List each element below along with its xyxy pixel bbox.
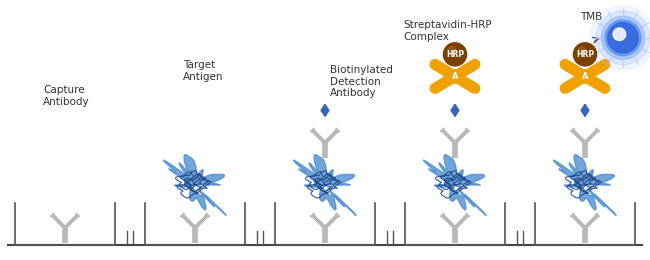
Circle shape <box>448 70 461 83</box>
Circle shape <box>573 43 597 66</box>
Circle shape <box>605 20 641 56</box>
Text: Streptavidin-HRP
Complex: Streptavidin-HRP Complex <box>403 20 491 42</box>
Polygon shape <box>293 155 356 215</box>
Polygon shape <box>163 155 226 215</box>
Polygon shape <box>451 105 459 116</box>
Circle shape <box>448 47 456 55</box>
Circle shape <box>596 11 650 65</box>
Polygon shape <box>581 105 589 116</box>
Circle shape <box>578 47 586 55</box>
Text: A: A <box>452 72 458 81</box>
Circle shape <box>591 5 650 70</box>
Circle shape <box>608 23 638 53</box>
Circle shape <box>578 70 592 83</box>
Text: Target
Antigen: Target Antigen <box>183 60 224 82</box>
Text: Capture
Antibody: Capture Antibody <box>43 85 90 107</box>
Polygon shape <box>321 105 329 116</box>
Circle shape <box>601 16 645 59</box>
Circle shape <box>443 43 467 66</box>
Text: Biotinylated
Detection
Antibody: Biotinylated Detection Antibody <box>330 65 393 98</box>
Polygon shape <box>423 155 486 215</box>
Text: A: A <box>582 72 588 81</box>
Circle shape <box>613 28 626 41</box>
Polygon shape <box>553 155 616 215</box>
Text: HRP: HRP <box>576 50 594 59</box>
Text: HRP: HRP <box>446 50 464 59</box>
Text: TMB: TMB <box>580 12 603 22</box>
